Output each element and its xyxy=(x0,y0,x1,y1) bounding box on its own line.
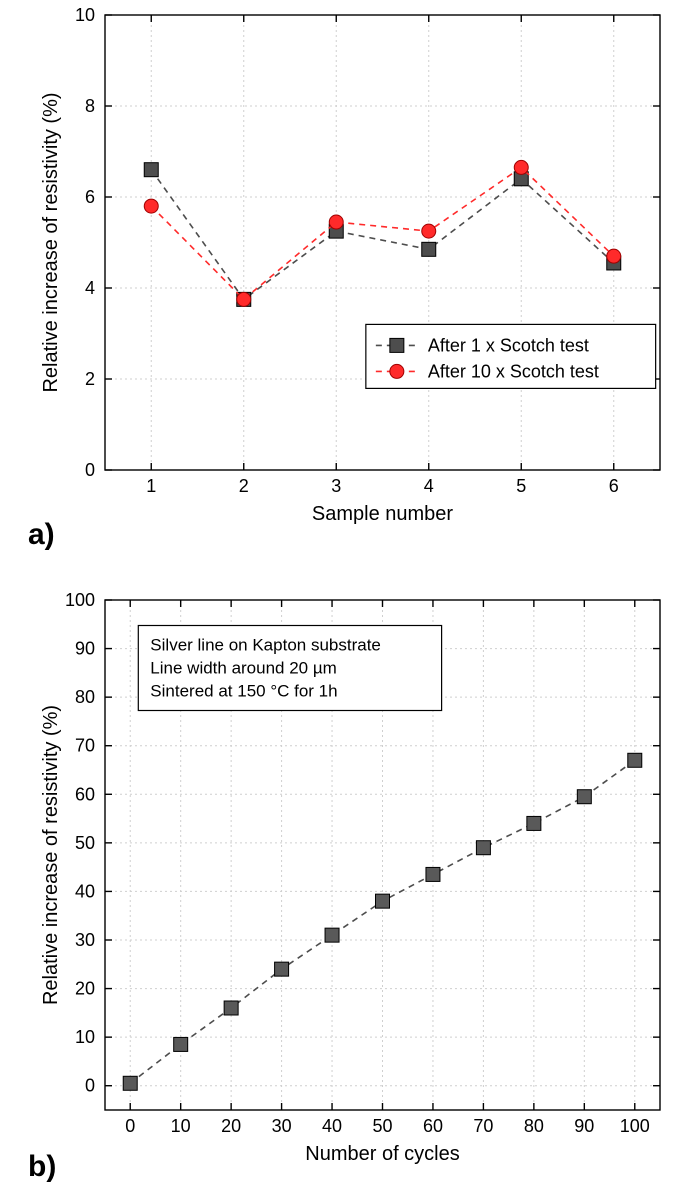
svg-text:0: 0 xyxy=(125,1116,135,1136)
svg-text:20: 20 xyxy=(75,979,95,999)
svg-text:4: 4 xyxy=(85,278,95,298)
svg-text:8: 8 xyxy=(85,96,95,116)
svg-text:100: 100 xyxy=(620,1116,650,1136)
svg-text:30: 30 xyxy=(75,930,95,950)
svg-text:Line width around 20 µm: Line width around 20 µm xyxy=(150,659,337,678)
svg-text:3: 3 xyxy=(331,476,341,496)
svg-text:10: 10 xyxy=(75,5,95,25)
svg-text:20: 20 xyxy=(221,1116,241,1136)
svg-text:80: 80 xyxy=(524,1116,544,1136)
chart-a: 1 2 3 4 5 6 0 2 4 6 8 10 Sample number Relative incre… xyxy=(0,0,685,560)
figure-container: 1234560246810Sample numberRelative incre… xyxy=(0,0,685,1198)
svg-text:90: 90 xyxy=(75,639,95,659)
svg-text:10: 10 xyxy=(171,1116,191,1136)
svg-text:Relative increase of resistivi: Relative increase of resistivity (%) xyxy=(40,705,62,1005)
svg-text:0: 0 xyxy=(85,460,95,480)
svg-text:50: 50 xyxy=(372,1116,392,1136)
svg-text:Number of cycles: Number of cycles xyxy=(305,1143,460,1165)
svg-text:Sintered at 150 °C for 1h: Sintered at 150 °C for 1h xyxy=(150,682,337,701)
svg-text:After 10 x Scotch test: After 10 x Scotch test xyxy=(428,361,599,381)
svg-text:Sample number: Sample number xyxy=(312,503,454,525)
svg-text:5: 5 xyxy=(516,476,526,496)
svg-text:60: 60 xyxy=(423,1116,443,1136)
svg-text:30: 30 xyxy=(272,1116,292,1136)
svg-text:1: 1 xyxy=(146,476,156,496)
panel-label-b: b) xyxy=(28,1150,56,1184)
svg-text:After 1 x Scotch test: After 1 x Scotch test xyxy=(428,335,589,355)
svg-text:70: 70 xyxy=(75,736,95,756)
svg-text:40: 40 xyxy=(75,881,95,901)
svg-text:80: 80 xyxy=(75,687,95,707)
svg-text:4: 4 xyxy=(424,476,434,496)
svg-text:100: 100 xyxy=(65,590,95,610)
svg-text:Relative increase of resistivi: Relative increase of resistivity (%) xyxy=(40,92,62,392)
svg-text:2: 2 xyxy=(85,369,95,389)
svg-text:6: 6 xyxy=(609,476,619,496)
svg-text:60: 60 xyxy=(75,784,95,804)
svg-text:6: 6 xyxy=(85,187,95,207)
svg-text:40: 40 xyxy=(322,1116,342,1136)
svg-text:10: 10 xyxy=(75,1027,95,1047)
svg-text:2: 2 xyxy=(239,476,249,496)
svg-text:50: 50 xyxy=(75,833,95,853)
svg-text:70: 70 xyxy=(473,1116,493,1136)
svg-text:0: 0 xyxy=(85,1076,95,1096)
svg-text:Silver line on Kapton substrat: Silver line on Kapton substrate xyxy=(150,636,381,655)
svg-text:90: 90 xyxy=(574,1116,594,1136)
chart-b: 0 10 20 30 40 50 60 70 80 90 100 0 10 20 30 40 50 60 70 80 9… xyxy=(0,585,685,1195)
panel-label-a: a) xyxy=(28,518,55,552)
